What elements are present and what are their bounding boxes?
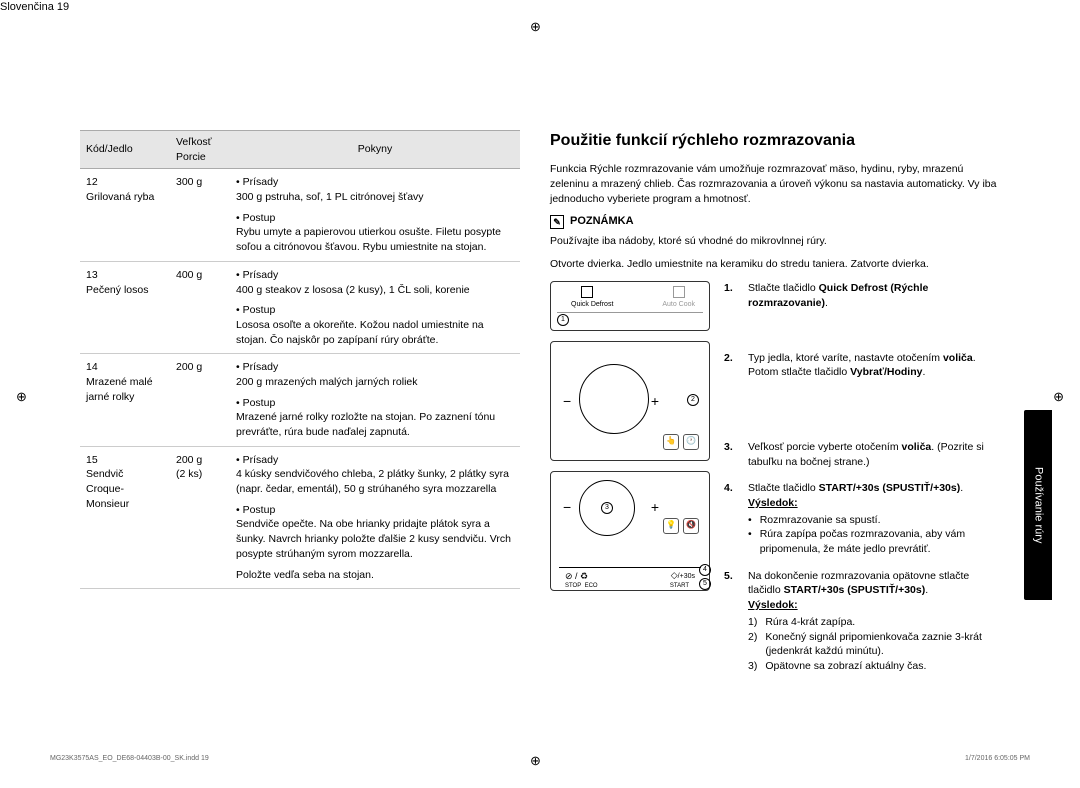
note-icon: ✎	[550, 215, 564, 229]
procedure-label: Postup	[236, 211, 514, 226]
open-door-text: Otvorte dvierka. Jedlo umiestnite na ker…	[550, 257, 1000, 272]
portion-size: 200 g	[170, 354, 230, 446]
control-panel-diagram-1: Quick Defrost Auto Cook 1	[550, 281, 710, 331]
table-row: 14 Mrazené malé jarné rolky 200 g Prísad…	[80, 354, 520, 446]
step-3: Veľkosť porcie vyberte otočením voliča. …	[724, 440, 1000, 469]
procedure-text: Rybu umyte a papierovou utierkou osušte.…	[236, 226, 501, 253]
procedure-text: Sendviče opečte. Na obe hrianky pridajte…	[236, 518, 511, 559]
step-5: Na dokončenie rozmrazovania opätovne stl…	[724, 569, 1000, 674]
auto-cook-label: Auto Cook	[662, 300, 695, 310]
page-number: 19	[57, 1, 69, 13]
ingredients-label: Prísady	[236, 269, 278, 281]
ingredients-label: Prísady	[236, 176, 278, 188]
language-label: Slovenčina	[0, 1, 54, 13]
code-number: 15	[86, 454, 98, 466]
food-name: Sendvič Croque-Monsieur	[86, 468, 129, 509]
col-size: Veľkosť Porcie	[170, 131, 230, 169]
ingredients-text: 400 g steakov z lososa (2 kusy), 1 ČL so…	[236, 284, 470, 296]
crop-mark: ⊕	[16, 388, 27, 406]
code-number: 12	[86, 176, 98, 188]
portion-size: 200 g	[176, 454, 202, 466]
procedure-text: Lososa osoľte a okoreňte. Kožou nadol um…	[236, 319, 484, 346]
marker-5: 5	[699, 578, 711, 590]
food-name: Grilovaná ryba	[86, 191, 154, 203]
plus30-label: /+30s	[678, 573, 695, 580]
portion-count: (2 ks)	[176, 468, 202, 480]
procedure-label: Postup	[236, 303, 514, 318]
right-column: Použitie funkcií rýchleho rozmrazovania …	[550, 130, 1000, 686]
crop-mark: ⊕	[1053, 388, 1064, 406]
portion-size: 300 g	[170, 169, 230, 261]
food-name: Pečený losos	[86, 284, 148, 296]
steps-list: Stlačte tlačidlo Quick Defrost (Rýchle r…	[724, 281, 1000, 673]
procedure-text: Mrazené jarné rolky rozložte na stojan. …	[236, 411, 495, 438]
procedure-label: Postup	[236, 503, 514, 518]
crop-mark: ⊕	[530, 752, 541, 770]
marker-1: 1	[557, 314, 569, 326]
col-code: Kód/Jedlo	[80, 131, 170, 169]
food-name: Mrazené malé jarné rolky	[86, 376, 153, 403]
code-number: 13	[86, 269, 98, 281]
table-row: 13 Pečený losos 400 g Prísady 400 g stea…	[80, 261, 520, 353]
crop-mark: ⊕	[530, 18, 541, 36]
step-4: Stlačte tlačidlo START/+30s (SPUSTIŤ/+30…	[724, 481, 1000, 556]
step-2: Typ jedla, ktoré varíte, nastavte otočen…	[724, 351, 1000, 380]
print-timestamp: 1/7/2016 6:05:05 PM	[965, 754, 1030, 764]
procedure-label: Postup	[236, 396, 514, 411]
stop-label: STOP	[565, 583, 581, 589]
quick-defrost-label: Quick Defrost	[571, 300, 613, 310]
clock-icon: 🕐	[683, 434, 699, 450]
eco-label: ECO	[585, 583, 598, 589]
code-number: 14	[86, 361, 98, 373]
table-row: 15 Sendvič Croque-Monsieur 200 g (2 ks) …	[80, 446, 520, 589]
procedure-text-2: Položte vedľa seba na stojan.	[236, 568, 514, 583]
note-label: POZNÁMKA	[570, 214, 634, 229]
step-1: Stlačte tlačidlo Quick Defrost (Rýchle r…	[724, 281, 1000, 310]
control-panel-diagram-3: − + 3 💡 🔇 ⊘ / ♻ STOP ECO ◇/+30s START 4 …	[550, 471, 710, 591]
section-heading: Použitie funkcií rýchleho rozmrazovania	[550, 130, 1000, 152]
col-instr: Pokyny	[230, 131, 520, 169]
ingredients-label: Prísady	[236, 454, 278, 466]
select-icon: 👆	[663, 434, 679, 450]
page-footer: Slovenčina 19	[0, 0, 1080, 15]
mute-icon: 🔇	[683, 518, 699, 534]
table-row: 12 Grilovaná ryba 300 g Prísady 300 g ps…	[80, 169, 520, 261]
print-filename: MG23K3575AS_EO_DE68-04403B-00_SK.indd 19	[50, 754, 209, 764]
diagram-column: Quick Defrost Auto Cook 1 − + 2 👆 🕐 − +	[550, 281, 710, 685]
left-column: Kód/Jedlo Veľkosť Porcie Pokyny 12 Grilo…	[80, 130, 520, 686]
portion-size: 400 g	[170, 261, 230, 353]
marker-2: 2	[687, 394, 699, 406]
ingredients-text: 4 kúsky sendvičového chleba, 2 plátky šu…	[236, 468, 509, 495]
start-label: START	[670, 582, 689, 590]
ingredients-text: 200 g mrazených malých jarných roliek	[236, 376, 418, 388]
control-panel-diagram-2: − + 2 👆 🕐	[550, 341, 710, 461]
ingredients-text: 300 g pstruha, soľ, 1 PL citrónovej šťav…	[236, 191, 424, 203]
marker-4: 4	[699, 564, 711, 576]
note-text: Používajte iba nádoby, ktoré sú vhodné d…	[550, 234, 1000, 249]
section-tab: Používanie rúry	[1024, 410, 1052, 600]
result-label: Výsledok:	[748, 599, 798, 611]
intro-paragraph: Funkcia Rýchle rozmrazovanie vám umožňuj…	[550, 162, 1000, 206]
result-label: Výsledok:	[748, 497, 798, 509]
recipe-table: Kód/Jedlo Veľkosť Porcie Pokyny 12 Grilo…	[80, 130, 520, 589]
lamp-icon: 💡	[663, 518, 679, 534]
ingredients-label: Prísady	[236, 361, 278, 373]
